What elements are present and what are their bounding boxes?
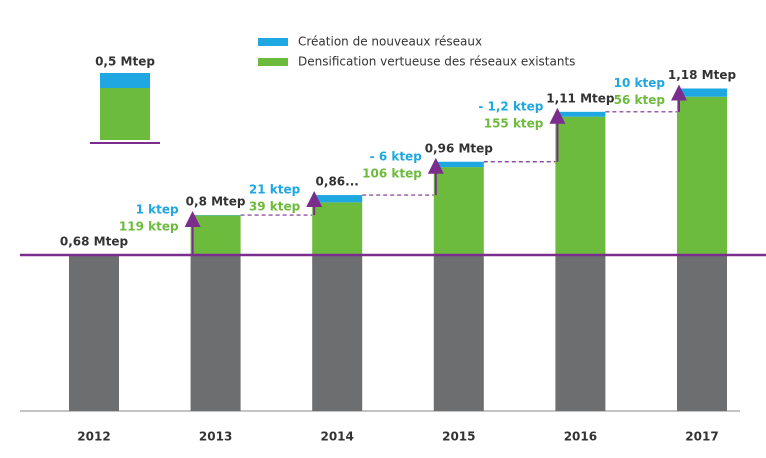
delta-label: 21 ktep — [249, 183, 301, 197]
legend-sample-green — [100, 88, 150, 140]
delta-label: 56 ktep — [614, 93, 666, 107]
legend-label: Densification vertueuse des réseaux exis… — [298, 55, 575, 69]
x-tick-label: 2015 — [442, 430, 475, 444]
blue-bar — [433, 161, 484, 168]
delta-label: - 6 ktep — [370, 149, 423, 163]
total-label: 0,96 Mtep — [425, 141, 494, 155]
legend-label: Création de nouveaux réseaux — [298, 35, 482, 49]
x-tick-label: 2016 — [564, 430, 597, 444]
base-bar — [312, 255, 363, 411]
base-bar — [190, 255, 241, 411]
total-label: 0,68 Mtep — [60, 235, 129, 249]
blue-bar — [312, 195, 363, 203]
blue-bar — [677, 88, 727, 97]
base-bar — [677, 255, 727, 411]
total-label: 0,8 Mtep — [186, 195, 246, 209]
green-bar — [190, 215, 241, 255]
x-tick-label: 2017 — [685, 430, 718, 444]
blue-bar — [555, 111, 606, 117]
green-bar — [312, 202, 363, 255]
base-bar — [69, 255, 119, 411]
delta-label: 10 ktep — [614, 76, 666, 90]
delta-label: 1 ktep — [136, 203, 179, 217]
base-bar — [433, 255, 484, 411]
delta-label: 39 ktep — [249, 200, 301, 214]
green-bar — [555, 116, 606, 255]
delta-label: 106 ktep — [362, 166, 422, 180]
base-bar — [555, 255, 606, 411]
legend-sample-label: 0,5 Mtep — [95, 55, 155, 69]
legend-sample-blue — [100, 73, 150, 88]
x-tick-label: 2012 — [77, 430, 110, 444]
x-tick-label: 2014 — [320, 430, 353, 444]
green-bar — [433, 167, 484, 255]
total-label: 0,86... — [316, 175, 359, 189]
x-tick-label: 2013 — [199, 430, 232, 444]
delta-label: - 1,2 ktep — [478, 99, 543, 113]
delta-label: 155 ktep — [484, 116, 544, 130]
delta-label: 119 ktep — [119, 220, 179, 234]
legend-swatch — [258, 58, 288, 66]
green-bar — [677, 96, 727, 256]
total-label: 1,11 Mtep — [546, 91, 615, 105]
total-label: 1,18 Mtep — [668, 68, 737, 82]
legend-swatch — [258, 38, 288, 46]
